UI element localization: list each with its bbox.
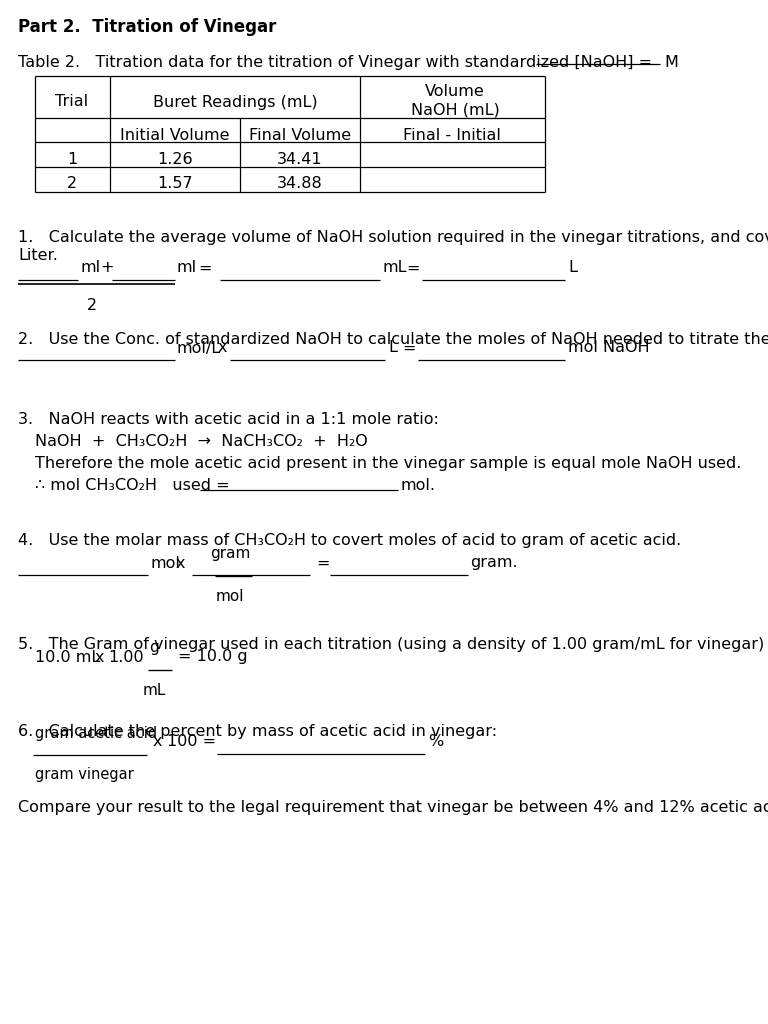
- Text: 2.   Use the Conc. of standardized NaOH to calculate the moles of NaOH needed to: 2. Use the Conc. of standardized NaOH to…: [18, 332, 768, 347]
- Text: mol: mol: [216, 589, 244, 604]
- Text: x: x: [95, 649, 104, 665]
- Text: mL: mL: [382, 260, 406, 275]
- Text: 1: 1: [67, 152, 77, 167]
- Text: mol: mol: [150, 555, 180, 570]
- Text: gram.: gram.: [470, 555, 518, 570]
- Text: 34.41: 34.41: [277, 152, 323, 167]
- Text: Trial: Trial: [55, 94, 88, 110]
- Text: 1.26: 1.26: [157, 152, 193, 167]
- Text: 1.57: 1.57: [157, 176, 193, 191]
- Text: 1.   Calculate the average volume of NaOH solution required in the vinegar titra: 1. Calculate the average volume of NaOH …: [18, 230, 768, 245]
- Text: Final Volume: Final Volume: [249, 128, 351, 142]
- Text: 100 =: 100 =: [167, 734, 216, 750]
- Text: Liter.: Liter.: [18, 248, 58, 263]
- Text: L: L: [568, 260, 577, 275]
- Text: =: =: [402, 341, 415, 355]
- Text: =: =: [406, 260, 419, 275]
- Text: 5.   The Gram of vinegar used in each titration (using a density of 1.00 gram/mL: 5. The Gram of vinegar used in each titr…: [18, 637, 768, 652]
- Text: M: M: [664, 55, 678, 70]
- Text: Compare your result to the legal requirement that vinegar be between 4% and 12% : Compare your result to the legal require…: [18, 800, 768, 815]
- Text: Initial Volume: Initial Volume: [121, 128, 230, 142]
- Text: x: x: [153, 734, 163, 750]
- Text: Part 2.  Titration of Vinegar: Part 2. Titration of Vinegar: [18, 18, 276, 36]
- Text: +: +: [100, 260, 114, 275]
- Text: 10.0 mL: 10.0 mL: [35, 649, 101, 665]
- Text: 6.   Calculate the percent by mass of acetic acid in vinegar:: 6. Calculate the percent by mass of acet…: [18, 724, 497, 739]
- Text: x: x: [176, 555, 186, 570]
- Text: mol.: mol.: [400, 478, 435, 493]
- Text: L: L: [388, 341, 397, 355]
- Text: Table 2.   Titration data for the titration of Vinegar with standardized [NaOH] : Table 2. Titration data for the titratio…: [18, 55, 652, 70]
- Text: NaOH  +  CH₃CO₂H  →  NaCH₃CO₂  +  H₂O: NaOH + CH₃CO₂H → NaCH₃CO₂ + H₂O: [35, 434, 368, 449]
- Text: ml: ml: [80, 260, 100, 275]
- Text: mL: mL: [142, 683, 166, 698]
- Text: 4.   Use the molar mass of CH₃CO₂H to covert moles of acid to gram of acetic aci: 4. Use the molar mass of CH₃CO₂H to cove…: [18, 534, 681, 548]
- Text: ml: ml: [177, 260, 197, 275]
- Text: %: %: [428, 734, 443, 750]
- Text: Final - Initial: Final - Initial: [403, 128, 501, 142]
- Text: ∴ mol CH₃CO₂H   used =: ∴ mol CH₃CO₂H used =: [35, 478, 230, 493]
- Text: 2: 2: [87, 298, 97, 313]
- Text: 34.88: 34.88: [277, 176, 323, 191]
- Text: x: x: [218, 341, 227, 355]
- Text: 3.   NaOH reacts with acetic acid in a 1:1 mole ratio:: 3. NaOH reacts with acetic acid in a 1:1…: [18, 412, 439, 427]
- Text: gram vinegar: gram vinegar: [35, 767, 134, 782]
- Text: mol NaOH: mol NaOH: [568, 341, 650, 355]
- Text: mol/L: mol/L: [177, 341, 221, 355]
- Text: 1.00: 1.00: [108, 649, 144, 665]
- Text: gram: gram: [210, 546, 250, 561]
- Text: Buret Readings (mL): Buret Readings (mL): [153, 94, 317, 110]
- Text: gram acetic acid: gram acetic acid: [35, 726, 157, 741]
- Text: = 10.0 g: = 10.0 g: [178, 649, 247, 665]
- Text: Therefore the mole acetic acid present in the vinegar sample is equal mole NaOH : Therefore the mole acetic acid present i…: [35, 456, 741, 471]
- Text: =: =: [316, 555, 329, 570]
- Text: 2: 2: [67, 176, 77, 191]
- Text: g: g: [149, 640, 159, 655]
- Text: =: =: [198, 260, 211, 275]
- Text: Volume
NaOH (mL): Volume NaOH (mL): [411, 84, 499, 118]
